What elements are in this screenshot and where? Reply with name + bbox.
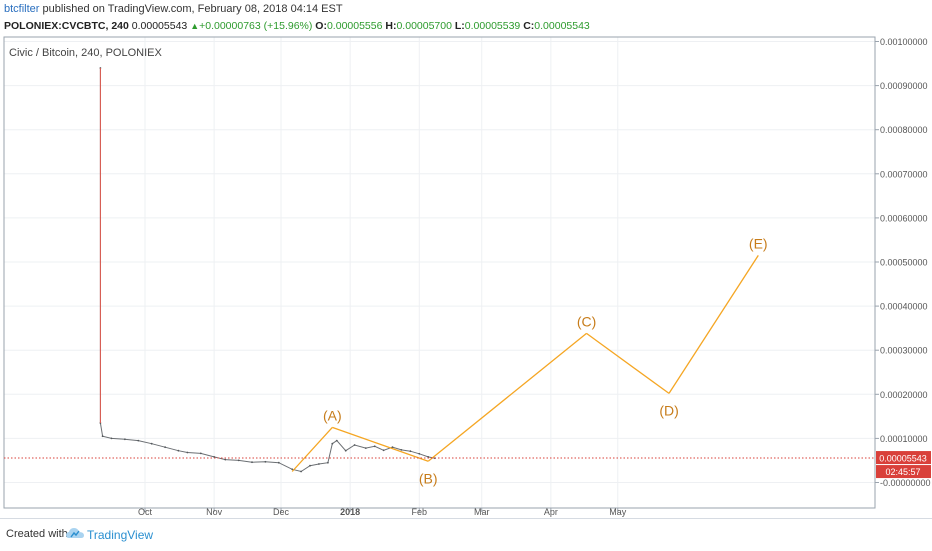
countdown-label: 02:45:57 [885,467,920,477]
close-label: C: [523,20,535,32]
x-axis-ticks: Oct Nov Dec 2018 Feb Mar Apr May [138,507,627,517]
x-tick-label: Apr [544,507,558,517]
price-point [124,438,126,441]
price-point [251,461,253,464]
x-tick-label: May [609,507,627,517]
y-tick-label: 0.00060000 [880,213,928,223]
wave-segment [332,426,429,462]
wave-label: (C) [577,313,596,329]
price-point [213,456,216,458]
low-label: L: [454,20,465,32]
x-tick-label: Mar [474,507,490,517]
plot-frame [3,36,876,509]
price-point [186,451,189,454]
open-label: O: [315,20,327,32]
price-point [309,464,311,467]
low-value: 0.00005539 [464,20,521,32]
wave-segment [668,255,759,394]
price-point [277,461,280,464]
y-tick-label: 0.00050000 [880,258,928,268]
tradingview-logo-icon [66,528,84,538]
tradingview-brand[interactable]: TradingView [87,528,154,542]
price-line [99,68,435,473]
price-point [300,470,302,473]
price-point [150,442,153,445]
wave-label: (E) [749,235,768,251]
price-series [99,67,436,473]
current-price-tag [876,451,931,465]
y-axis-ticks: 0.00100000 0.00090000 0.00080000 0.00070000… [875,37,931,488]
price-point [101,435,104,438]
y-tick-label: 0.00030000 [880,346,928,356]
price-point [400,449,403,451]
y-tick-label: 0.00100000 [880,37,928,47]
wave-segment [586,332,670,394]
y-tick-label: 0.00080000 [880,125,928,135]
price-point [409,450,412,453]
footer: Created with TradingView [0,518,932,551]
high-value: 0.00005700 [396,20,452,32]
ohlc-bar: POLONIEX:CVCBTC, 240 0.00005543 ▲+0.0000… [4,20,590,32]
publish-text: published on TradingView.com, February 0… [39,3,343,15]
price-point [164,446,167,449]
price-point [237,459,240,462]
symbol-label: POLONIEX:CVCBTC, 240 [4,20,129,32]
price-point [335,439,338,442]
price-point [427,456,430,458]
wave-segment [291,426,333,472]
wave-label: (A) [323,407,342,423]
countdown-tag [876,465,931,479]
up-arrow-icon: ▲ [190,21,200,31]
price-point [137,439,140,442]
price-point [331,442,334,445]
price-point [264,460,267,463]
high-label: H: [385,20,397,32]
price-point [391,446,394,449]
author-link[interactable]: btcfilter [4,3,40,15]
wave-label: (D) [659,402,678,418]
created-with-label: Created with [6,528,68,540]
price-point [318,463,320,465]
y-tick-label: 0.00010000 [880,434,928,444]
y-tick-label: 0.00040000 [880,302,928,312]
y-tick-label: -0.00000000 [880,478,931,488]
price-point [177,449,180,452]
chart-area[interactable]: 0.00100000 0.00090000 0.00080000 0.00070000… [0,0,932,518]
wave-segment [427,332,587,462]
y-tick-label: 0.00070000 [880,169,928,179]
price-point [373,445,376,448]
price-point [418,452,421,455]
price-point [364,447,367,449]
price-point [110,437,113,440]
price-point [327,461,329,464]
open-value: 0.00005556 [326,20,383,32]
price-change: +0.00000763 (+15.96%) [199,20,313,32]
last-price: 0.00005543 [131,20,188,32]
x-tick-label: Dec [273,507,290,517]
x-tick-label: Oct [138,507,153,517]
publish-info: btcfilter published on TradingView.com, … [4,3,343,15]
price-point [291,468,294,471]
y-tick-label: 0.00020000 [880,390,928,400]
x-tick-label: Feb [412,507,428,517]
price-point [344,449,347,452]
wave-drawing[interactable]: (A) (B) (C) (D) (E) [291,235,768,486]
current-price-label: 0.00005543 [879,454,927,464]
x-tick-label: Nov [206,507,223,517]
y-tick-label: 0.00090000 [880,81,928,91]
price-point [353,444,356,446]
wave-label: (B) [419,470,438,486]
current-price-line: 0.00005543 02:45:57 [4,451,931,479]
close-value: 0.00005543 [534,20,590,32]
price-point [382,449,385,452]
x-tick-label: 2018 [340,507,360,517]
price-point [199,452,202,455]
price-point [224,458,227,461]
grid [4,37,875,508]
price-axis[interactable] [875,37,932,508]
chart-title: Civic / Bitcoin, 240, POLONIEX [9,47,162,59]
